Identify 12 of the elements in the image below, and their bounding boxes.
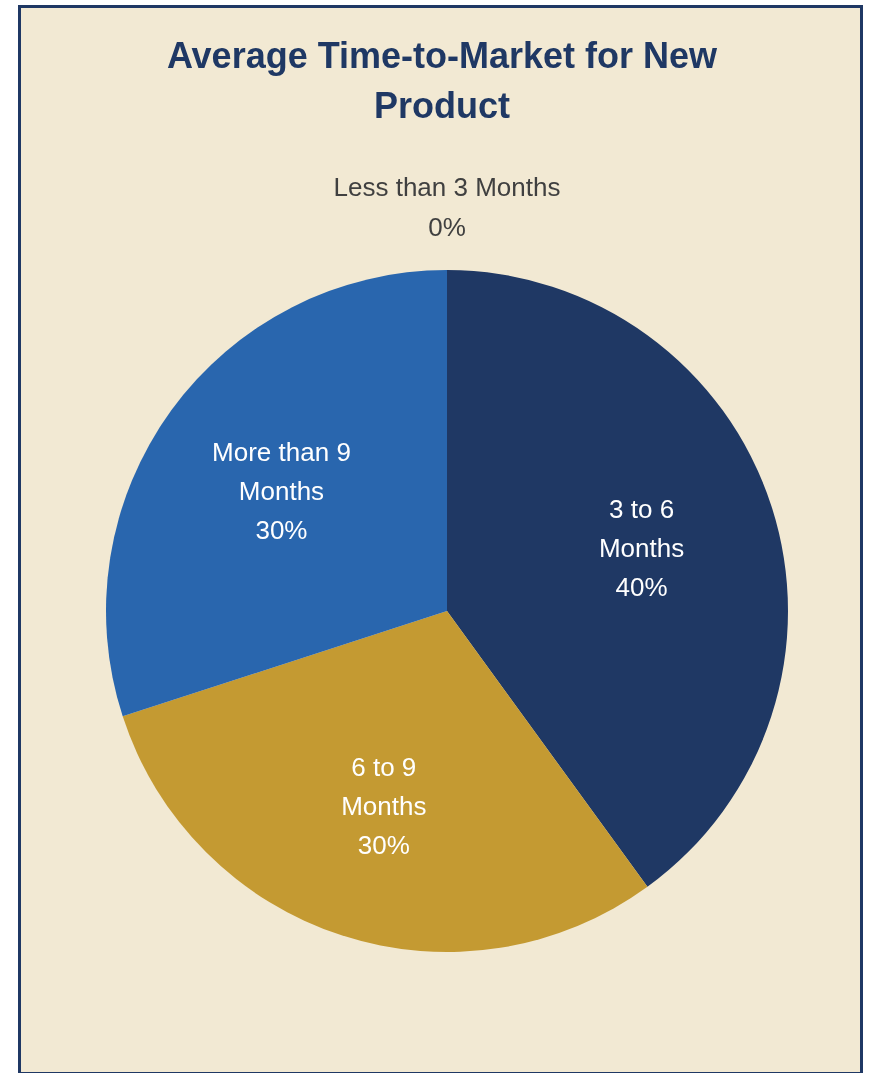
data-label: 30% <box>357 829 410 860</box>
category-label: Less than 3 Months <box>333 172 561 202</box>
slice-label: 6 to 9 Months <box>341 751 427 821</box>
text: 0% <box>428 212 466 242</box>
data-label: 30% <box>255 514 308 545</box>
chart-title: Average Time-to-Market for New Product <box>166 35 719 126</box>
pie-slice <box>106 270 447 717</box>
slice-label: More than 9 Months <box>212 436 351 506</box>
pie-slice <box>122 611 648 952</box>
slice-label: 3 to 6 Months <box>598 493 685 563</box>
data-label: 40% <box>615 571 668 602</box>
pie-slice <box>447 270 788 887</box>
